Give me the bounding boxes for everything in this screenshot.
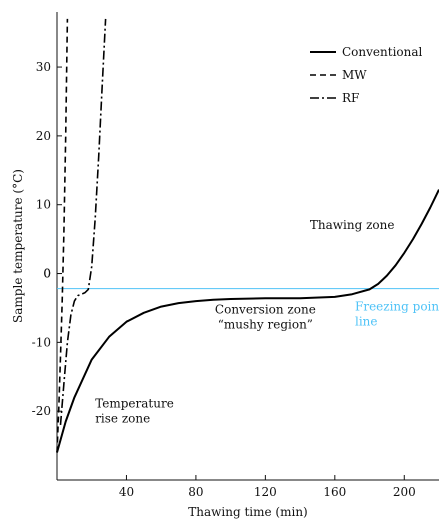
annotation-text: “mushy region” <box>218 317 313 331</box>
y-tick-label-zero: 0 <box>43 267 51 281</box>
y-axis-title: Sample temperature (°C) <box>11 169 25 323</box>
x-tick-label: 160 <box>323 485 346 499</box>
legend-label-conventional: Conventional <box>342 45 423 59</box>
legend-label-mw: MW <box>342 68 367 82</box>
x-axis-title: Thawing time (min) <box>188 505 307 519</box>
x-tick-label: 200 <box>393 485 416 499</box>
legend-label-rf: RF <box>342 91 359 105</box>
series-lines <box>56 18 439 453</box>
x-tick-label: 40 <box>119 485 134 499</box>
freezing-point-label: Freezing point <box>355 300 439 314</box>
y-tick-label: 0 <box>43 267 51 281</box>
legend: Conventional MW RF <box>310 45 423 105</box>
series-line-conventional <box>56 189 439 453</box>
annotation-text: Conversion zone <box>215 302 316 316</box>
freezing-point-label-line2: line <box>355 315 378 329</box>
annotation-text: Temperature <box>95 397 174 411</box>
y-tick-label: 10 <box>36 198 51 212</box>
x-tick-label: 120 <box>254 485 277 499</box>
y-tick-label: -20 <box>32 404 51 418</box>
x-tick-label: 80 <box>188 485 203 499</box>
series-line-rf <box>59 18 107 425</box>
y-tick-label: -10 <box>32 335 51 349</box>
axes <box>56 12 439 481</box>
series-line-mw <box>56 18 69 453</box>
annotation-text: rise zone <box>95 412 150 426</box>
y-tick-label: 20 <box>36 129 51 143</box>
y-tick-label: 30 <box>36 60 51 74</box>
annotation-text: Thawing zone <box>310 218 395 232</box>
